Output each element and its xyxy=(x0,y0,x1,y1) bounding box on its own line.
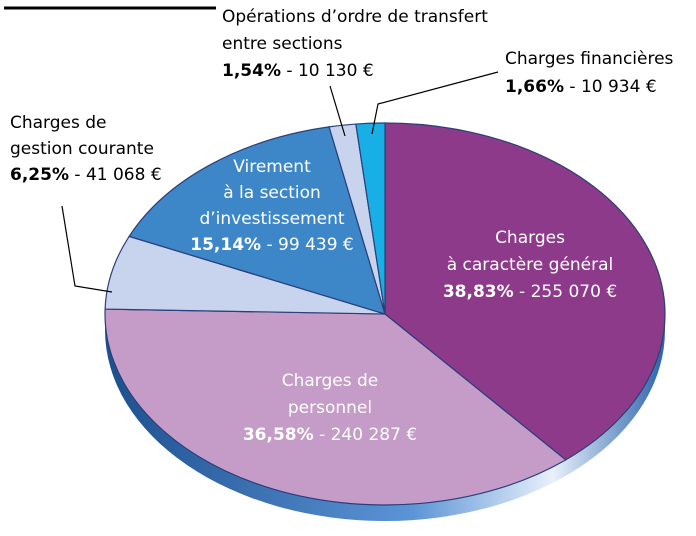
slice-label: Charges de xyxy=(10,113,107,133)
percent-label: 1,66% xyxy=(505,77,564,97)
slice-label: à caractère général xyxy=(447,255,614,275)
slice-value-label: 6,25% - 41 068 € xyxy=(10,165,162,185)
amount-label: 240 287 € xyxy=(331,425,418,445)
leader-line xyxy=(371,71,499,135)
amount-label: 10 934 € xyxy=(581,77,657,97)
slice-value-label: 1,66% - 10 934 € xyxy=(505,77,657,97)
slice-label: d’investissement xyxy=(199,209,344,229)
slice-label: gestion courante xyxy=(10,139,154,159)
slice-label: Virement xyxy=(233,157,311,177)
amount-label: 255 070 € xyxy=(531,282,618,302)
separator: - xyxy=(314,425,331,445)
slice-value-label: 1,54% - 10 130 € xyxy=(222,61,374,81)
slice-label: à la section xyxy=(223,183,321,203)
leader-line xyxy=(61,205,113,293)
pie-slice xyxy=(384,122,666,461)
slice-label: Charges xyxy=(495,228,565,248)
percent-label: 1,54% xyxy=(222,61,281,81)
slice-label: personnel xyxy=(288,398,372,418)
percent-label: 15,14% xyxy=(190,235,261,255)
separator: - xyxy=(69,165,86,185)
pie-slice xyxy=(355,122,386,315)
separator: - xyxy=(514,282,531,302)
separator: - xyxy=(281,61,298,81)
slice-value-label: 36,58% - 240 287 € xyxy=(243,425,417,445)
percent-label: 36,58% xyxy=(243,425,314,445)
slice-label: Charges de xyxy=(282,371,379,391)
amount-label: 10 130 € xyxy=(298,61,374,81)
slice-value-label: 38,83% - 255 070 € xyxy=(443,282,617,302)
leader-line xyxy=(329,85,346,137)
separator: - xyxy=(564,77,581,97)
amount-label: 41 068 € xyxy=(86,165,162,185)
percent-label: 38,83% xyxy=(443,282,514,302)
amount-label: 99 439 € xyxy=(278,235,354,255)
separator: - xyxy=(261,235,278,255)
slice-label: entre sections xyxy=(222,34,343,54)
slice-value-label: 15,14% - 99 439 € xyxy=(190,235,353,255)
pie-slice xyxy=(104,308,567,506)
slice-label: Charges financières xyxy=(505,49,674,69)
pie-slice xyxy=(128,126,386,315)
percent-label: 6,25% xyxy=(10,165,69,185)
slice-label: Opérations d’ordre de transfert xyxy=(222,7,488,27)
